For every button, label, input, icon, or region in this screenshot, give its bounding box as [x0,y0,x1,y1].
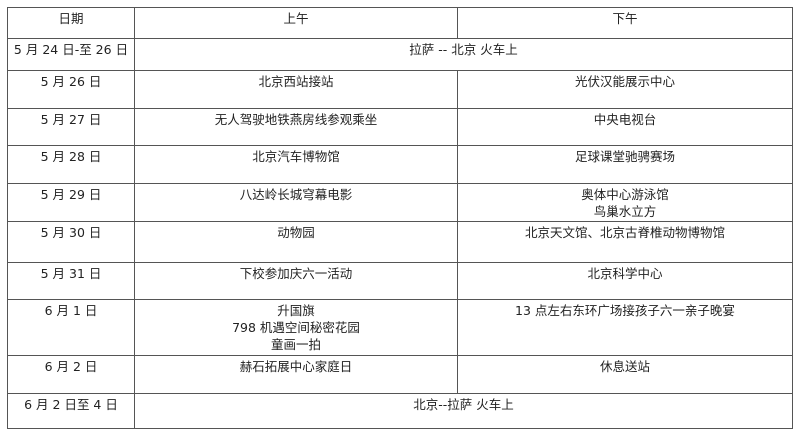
afternoon-cell: 奥体中心游泳馆 鸟巢水立方 [457,183,793,222]
activity-text: 北京汽车博物馆 [252,149,340,164]
afternoon-cell: 北京天文馆、北京古脊椎动物博物馆 [457,221,793,263]
afternoon-cell: 中央电视台 [457,108,793,146]
header-date: 日期 [7,7,135,39]
activity-text: 童画一拍 [270,337,321,352]
date-cell: 5 月 29 日 [7,183,135,222]
table-row: 5 月 24 日-至 26 日拉萨 -- 北京 火车上 [7,38,793,71]
travel-cell: 北京--拉萨 火车上 [134,393,793,429]
date-cell: 5 月 27 日 [7,108,135,146]
table-row: 5 月 27 日 无人驾驶地铁燕房线参观乘坐 中央电视台 [7,108,793,146]
activity-text: 鸟巢水立方 [593,204,657,219]
itinerary-table: 日期 上午 下午 5 月 24 日-至 26 日拉萨 -- 北京 火车上 5 月 … [7,7,793,429]
activity-text: 北京西站接站 [258,74,334,89]
activity-text: 动物园 [277,225,315,240]
date-cell: 5 月 24 日-至 26 日 [7,38,135,71]
activity-text: 赫石拓展中心家庭日 [239,359,353,374]
morning-cell: 无人驾驶地铁燕房线参观乘坐 [134,108,458,146]
table-row: 5 月 26 日 北京西站接站 光伏汉能展示中心 [7,70,793,109]
afternoon-cell: 足球课堂驰骋赛场 [457,145,793,184]
activity-text: 足球课堂驰骋赛场 [574,149,675,164]
morning-cell: 赫石拓展中心家庭日 [134,355,458,394]
afternoon-cell: 休息送站 [457,355,793,394]
date-cell: 5 月 30 日 [7,221,135,263]
date-cell: 6 月 2 日至 4 日 [7,393,135,429]
activity-text: 无人驾驶地铁燕房线参观乘坐 [214,112,378,127]
afternoon-cell: 光伏汉能展示中心 [457,70,793,109]
header-afternoon: 下午 [457,7,793,39]
afternoon-cell: 北京科学中心 [457,262,793,300]
activity-text: 升国旗 [277,303,315,318]
travel-cell: 拉萨 -- 北京 火车上 [134,38,793,71]
afternoon-cell: 13 点左右东环广场接孩子六一亲子晚宴 [457,299,793,356]
table-row: 6 月 2 日至 4 日北京--拉萨 火车上 [7,393,793,429]
date-cell: 5 月 31 日 [7,262,135,300]
date-cell: 6 月 2 日 [7,355,135,394]
activity-text: 北京科学中心 [587,266,663,281]
header-row: 日期 上午 下午 [7,7,793,39]
activity-text: 八达岭长城穹幕电影 [239,187,353,202]
morning-cell: 北京汽车博物馆 [134,145,458,184]
date-cell: 6 月 1 日 [7,299,135,356]
activity-text: 休息送站 [599,359,650,374]
table-row: 5 月 29 日 八达岭长城穹幕电影 奥体中心游泳馆 鸟巢水立方 [7,183,793,222]
date-cell: 5 月 28 日 [7,145,135,184]
activity-text: 798 机遇空间秘密花园 [232,320,360,335]
morning-cell: 北京西站接站 [134,70,458,109]
table-row: 5 月 28 日 北京汽车博物馆 足球课堂驰骋赛场 [7,145,793,184]
activity-text: 奥体中心游泳馆 [581,187,669,202]
activity-text: 北京天文馆、北京古脊椎动物博物馆 [524,225,725,240]
morning-cell: 八达岭长城穹幕电影 [134,183,458,222]
activity-text: 下校参加庆六一活动 [239,266,353,281]
table-row: 5 月 31 日 下校参加庆六一活动 北京科学中心 [7,262,793,300]
table-row: 6 月 2 日 赫石拓展中心家庭日 休息送站 [7,355,793,394]
table-row: 5 月 30 日 动物园 北京天文馆、北京古脊椎动物博物馆 [7,221,793,263]
table-row: 6 月 1 日 升国旗 798 机遇空间秘密花园 童画一拍 13 点左右东环广场接孩子六… [7,299,793,356]
header-morning: 上午 [134,7,458,39]
morning-cell: 下校参加庆六一活动 [134,262,458,300]
activity-text: 13 点左右东环广场接孩子六一亲子晚宴 [515,303,735,318]
activity-text: 光伏汉能展示中心 [574,74,675,89]
activity-text: 中央电视台 [593,112,657,127]
morning-cell: 升国旗 798 机遇空间秘密花园 童画一拍 [134,299,458,356]
date-cell: 5 月 26 日 [7,70,135,109]
morning-cell: 动物园 [134,221,458,263]
